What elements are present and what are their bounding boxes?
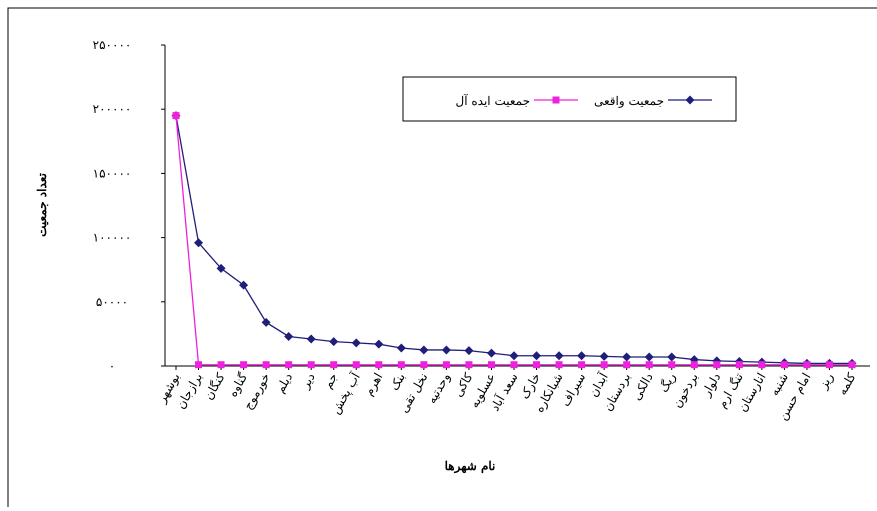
y-tick-label: ۱۵۰۰۰۰ — [93, 166, 132, 180]
data-point — [600, 361, 608, 369]
y-tick-label: ۲۵۰۰۰۰ — [93, 38, 132, 52]
x-tick-label: وحدتیه — [424, 371, 453, 406]
data-point — [848, 361, 856, 369]
data-point — [533, 361, 541, 369]
data-point — [194, 238, 204, 248]
data-point — [644, 352, 654, 362]
y-tick-label: ۱۰۰۰۰۰ — [93, 231, 132, 245]
data-point — [758, 361, 766, 369]
data-point — [374, 339, 384, 349]
y-tick-label: ۲۰۰۰۰۰ — [93, 102, 132, 116]
data-point — [306, 334, 316, 344]
data-point — [577, 351, 587, 361]
data-point — [713, 361, 721, 369]
chart-frame — [7, 7, 877, 507]
data-point — [441, 345, 451, 355]
x-tick-label: جم — [321, 371, 341, 391]
x-tick-label: بنک — [387, 371, 408, 393]
data-point — [622, 352, 632, 362]
data-point — [329, 337, 339, 347]
y-tick-label: ۵۰۰۰۰ — [96, 295, 128, 309]
data-point — [690, 361, 698, 369]
x-tick-label: دیر — [298, 371, 318, 392]
data-point — [330, 361, 338, 369]
data-point — [803, 361, 811, 369]
series-line — [175, 115, 852, 365]
data-point — [375, 361, 383, 369]
x-axis-title: نام شهرها — [445, 459, 496, 474]
data-point — [396, 343, 406, 353]
data-point — [352, 361, 360, 369]
data-point — [307, 361, 315, 369]
data-point — [645, 361, 653, 369]
x-tick-label: دیلم — [273, 371, 295, 396]
data-point — [668, 361, 676, 369]
data-point — [172, 112, 180, 120]
data-point — [351, 338, 361, 348]
data-point — [464, 346, 474, 356]
data-point — [397, 361, 405, 369]
y-axis-title: تعداد جمعیت — [35, 172, 49, 236]
data-point — [465, 361, 473, 369]
data-point — [195, 361, 203, 369]
data-point — [285, 361, 293, 369]
legend-box — [402, 76, 737, 122]
data-point — [578, 361, 586, 369]
x-tick-label: دالکی — [629, 371, 656, 403]
data-point — [825, 361, 833, 369]
x-tick-label: ریز — [816, 370, 837, 392]
data-point — [262, 361, 270, 369]
data-point — [487, 361, 495, 369]
data-point — [420, 361, 428, 369]
data-point — [419, 345, 429, 355]
data-point — [735, 361, 743, 369]
data-point — [442, 361, 450, 369]
legend-label: جمعیت واقعی — [594, 94, 664, 108]
legend-marker — [552, 96, 560, 104]
data-point — [217, 361, 225, 369]
data-point — [284, 331, 294, 341]
legend-marker — [685, 95, 695, 105]
data-point — [555, 361, 563, 369]
data-point — [240, 361, 248, 369]
data-point — [780, 361, 788, 369]
data-point — [486, 348, 496, 358]
data-point — [261, 317, 271, 327]
data-point — [509, 351, 519, 361]
x-tick-label: کلمه — [835, 370, 859, 397]
x-tick-label: اهرم — [361, 371, 385, 399]
x-tick-label: ریگ — [656, 370, 678, 394]
y-tick-label: ۰ — [109, 359, 115, 373]
data-point — [532, 351, 542, 361]
data-point — [554, 351, 564, 361]
series-line — [175, 115, 852, 366]
x-tick-label: کنگان — [201, 370, 227, 402]
data-point — [599, 351, 609, 361]
data-point — [667, 352, 677, 362]
data-point — [239, 280, 249, 290]
data-point — [216, 263, 226, 273]
data-point — [510, 361, 518, 369]
legend-label: جمعیت ایده آل — [456, 93, 531, 108]
data-point — [623, 361, 631, 369]
